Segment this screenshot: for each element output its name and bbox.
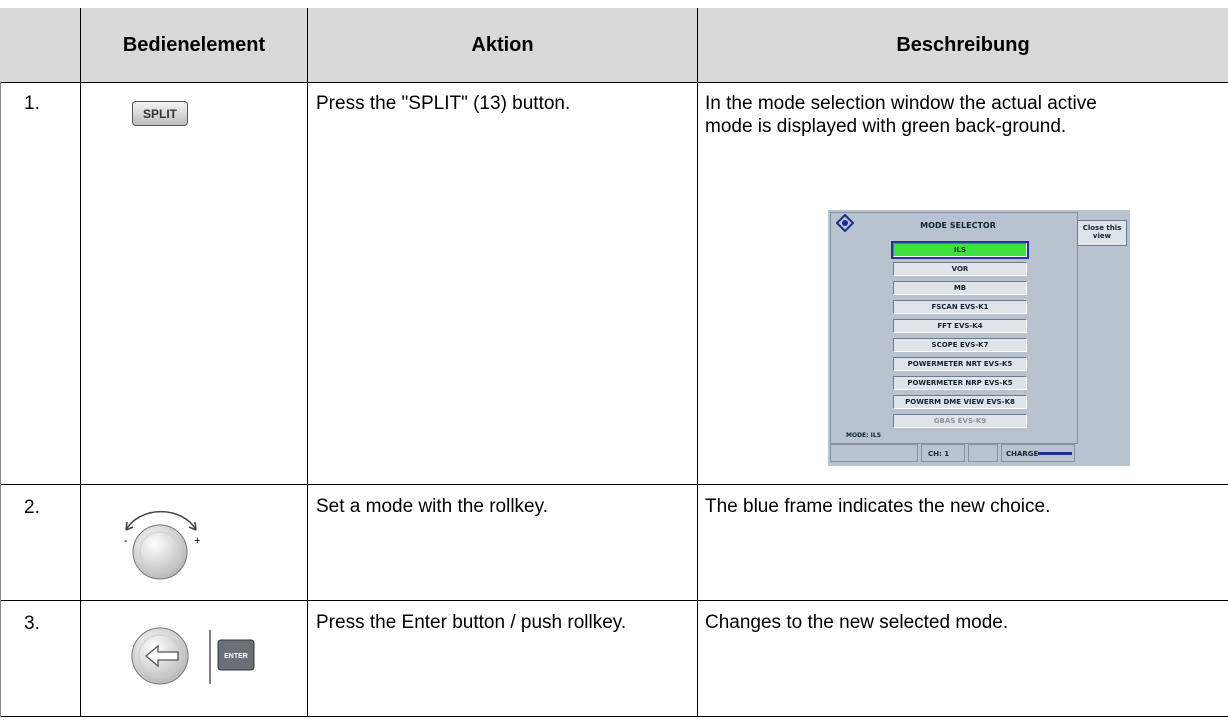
charge-label: CHARGE xyxy=(1006,450,1039,458)
mode-button: VOR xyxy=(893,262,1027,276)
row-number: 3. xyxy=(24,613,40,634)
mode-button: ILS xyxy=(891,241,1029,259)
minus: - xyxy=(124,535,128,547)
close-button: Close this view xyxy=(1077,220,1127,246)
mode-button: SCOPE EVS-K7 xyxy=(893,338,1027,352)
mode-button: FSCAN EVS-K1 xyxy=(893,300,1027,314)
row-line xyxy=(0,600,1228,601)
header-cell: Aktion xyxy=(308,8,697,82)
mode-status: MODE: ILS xyxy=(846,432,882,439)
mode-selector-screenshot: MODE SELECTOR Close this view ILS VOR MB FS… xyxy=(828,210,1130,466)
enter-icon: ENTER xyxy=(131,627,255,685)
row-number: 2. xyxy=(24,497,40,518)
column-line xyxy=(80,8,81,717)
logo xyxy=(836,214,854,232)
column-line xyxy=(307,8,308,717)
mode-button: MB xyxy=(893,281,1027,295)
action-text: Set a mode with the rollkey. xyxy=(316,496,548,517)
mode-button: POWERM DME VIEW EVS-K8 xyxy=(893,395,1027,409)
mode-button: FFT EVS-K4 xyxy=(893,319,1027,333)
description-text: Changes to the new selected mode. xyxy=(705,612,1009,633)
row-line xyxy=(0,716,1228,717)
column-line xyxy=(697,8,698,717)
status-box xyxy=(830,444,918,462)
column-line xyxy=(0,82,1,717)
status-box xyxy=(968,444,998,462)
charge-bar xyxy=(1038,452,1072,455)
channel: CH: 1 xyxy=(921,444,965,462)
mode-button: POWERMETER NRT EVS-K5 xyxy=(893,357,1027,371)
panel xyxy=(830,212,1078,444)
split-button: SPLIT xyxy=(132,101,188,126)
row-line xyxy=(0,484,1228,485)
action-text: Press the "SPLIT" (13) button. xyxy=(316,93,571,114)
mode-button: GBAS EVS-K9 xyxy=(893,414,1027,428)
enter-label: ENTER xyxy=(224,653,248,660)
row-number: 1. xyxy=(24,93,40,114)
plus: + xyxy=(194,535,200,547)
header-cell: Beschreibung xyxy=(698,8,1228,82)
header-cell xyxy=(0,8,80,82)
description-text: In the mode selection window the actual … xyxy=(705,93,1097,137)
rollkey-icon: - + xyxy=(124,510,200,580)
mode-button: POWERMETER NRP EVS-K5 xyxy=(893,376,1027,390)
charge: CHARGE xyxy=(1001,444,1075,462)
description-text: The blue frame indicates the new choice. xyxy=(705,496,1051,517)
action-text: Press the Enter button / push rollkey. xyxy=(316,612,627,633)
row-line xyxy=(0,82,1228,83)
title: MODE SELECTOR xyxy=(920,221,996,230)
header-cell: Bedienelement xyxy=(81,8,307,82)
